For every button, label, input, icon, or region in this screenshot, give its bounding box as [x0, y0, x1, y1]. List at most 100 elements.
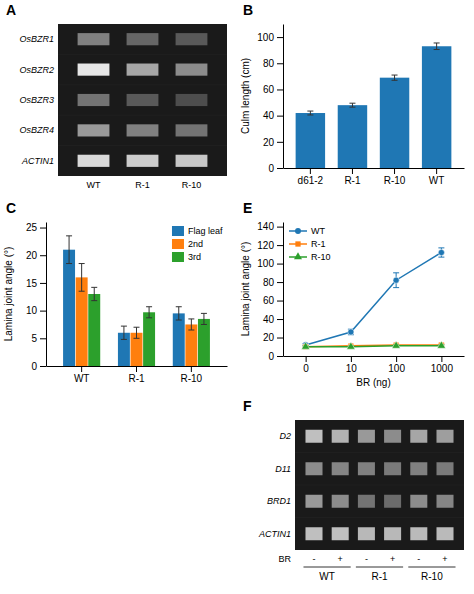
y-tick: 15	[26, 278, 46, 289]
marker	[392, 341, 400, 348]
panel-title: E	[243, 200, 252, 216]
error-bar	[201, 313, 207, 324]
x-tick: WT	[429, 168, 445, 186]
plot-area	[63, 236, 210, 366]
band	[358, 430, 375, 443]
band	[176, 94, 208, 106]
error-cap	[188, 318, 194, 319]
line-series	[303, 248, 445, 348]
error-cap	[91, 300, 97, 301]
error-bar	[146, 307, 152, 318]
band	[410, 495, 427, 508]
error-cap	[438, 257, 444, 258]
bar	[198, 319, 210, 366]
tick-mark	[191, 366, 192, 372]
legend-item: WT	[289, 226, 325, 236]
panel: E0101001000020406080100120140Lamina join…	[240, 200, 465, 388]
y-axis-title: Lamina joint angle (°)	[240, 242, 251, 337]
error-cap	[134, 338, 140, 339]
column-label: WT	[87, 180, 101, 190]
tick-mark	[40, 311, 46, 312]
tick-mark	[310, 168, 311, 174]
bar-series	[63, 236, 185, 366]
y-tick: 0	[268, 163, 283, 174]
row-label: OsBZR2	[19, 65, 54, 75]
x-tick: R-1	[128, 366, 145, 384]
band	[384, 495, 401, 508]
band	[127, 94, 159, 106]
error-cap	[66, 263, 72, 264]
tick-mark	[277, 245, 283, 246]
tick-label: 80	[263, 277, 275, 288]
tick-label: 20	[263, 137, 275, 148]
bar	[296, 113, 325, 168]
error-cap	[201, 313, 207, 314]
row-separator	[58, 54, 227, 55]
x-axis: 0101001000	[284, 356, 465, 374]
row-separator	[295, 517, 464, 518]
tick-label: 1000	[431, 363, 454, 374]
bands	[305, 430, 453, 541]
column-label: -	[417, 554, 420, 564]
legend-swatch	[294, 252, 302, 259]
legend-swatch	[172, 239, 184, 249]
error-cap	[438, 247, 444, 248]
y-tick: 40	[263, 110, 283, 121]
tick-mark	[351, 356, 352, 362]
tick-label: 0	[31, 361, 37, 372]
band	[78, 124, 110, 136]
legend-item: Flag leaf	[172, 226, 223, 236]
error-cap	[434, 42, 440, 43]
tick-mark	[277, 282, 283, 283]
error-bar	[392, 75, 398, 80]
error-cap	[66, 235, 72, 236]
error-line	[136, 327, 137, 338]
row-separator	[58, 115, 227, 116]
tick-mark	[277, 356, 283, 357]
bar	[63, 250, 75, 366]
row-label: ACTIN1	[258, 529, 291, 539]
y-tick: 120	[257, 240, 283, 251]
panel-title: C	[6, 200, 16, 216]
legend-label: WT	[311, 226, 325, 236]
error-cap	[176, 320, 182, 321]
error-bar	[434, 43, 440, 50]
band	[358, 462, 375, 475]
band	[305, 430, 322, 443]
error-bar	[438, 248, 444, 257]
error-cap	[349, 107, 355, 108]
tick-label: 0	[303, 363, 309, 374]
error-cap	[392, 75, 398, 76]
band	[410, 462, 427, 475]
tick-mark	[40, 255, 46, 256]
tick-mark	[277, 227, 283, 228]
bands	[78, 33, 208, 167]
column-label: R-1	[135, 180, 150, 190]
tick-label: R-1	[128, 373, 145, 384]
plot-area	[296, 43, 452, 168]
legend: WT R-1 R-10	[289, 226, 331, 262]
band	[305, 527, 322, 540]
tick-label: R-10	[384, 175, 406, 186]
error-cap	[393, 287, 399, 288]
legend-label: Flag leaf	[188, 226, 223, 236]
row-separator	[58, 145, 227, 146]
tick-label: d61-2	[298, 175, 324, 186]
error-bar	[66, 236, 72, 264]
tick-label: 100	[257, 258, 274, 269]
error-bar	[176, 307, 182, 320]
panel-title: A	[6, 2, 16, 18]
tick-mark	[306, 356, 307, 362]
axis-line	[283, 223, 284, 357]
x-tick: R-10	[384, 168, 406, 186]
band	[436, 527, 453, 540]
row-label: D2	[279, 431, 291, 441]
tick-label: WT	[74, 373, 90, 384]
error-cap	[307, 111, 313, 112]
tick-label: 0	[268, 351, 274, 362]
error-line	[178, 307, 179, 320]
legend-label: R-1	[311, 239, 326, 249]
legend-item: R-10	[289, 252, 331, 262]
tick-mark	[277, 338, 283, 339]
y-tick: 0	[31, 361, 46, 372]
